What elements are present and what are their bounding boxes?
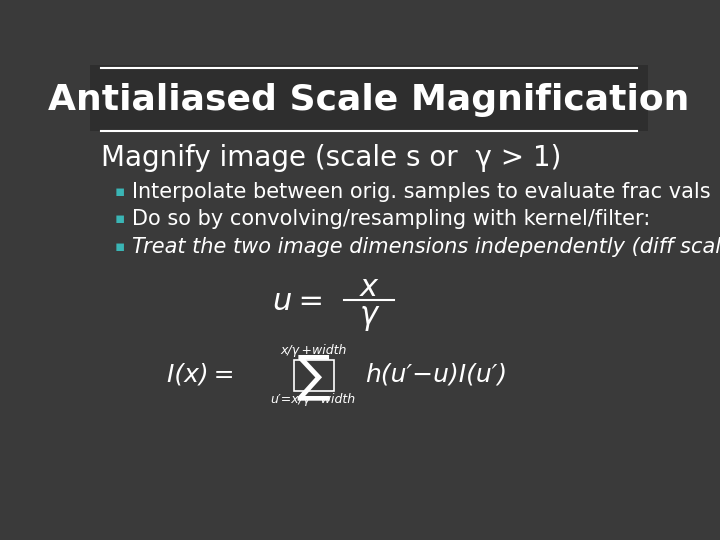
Text: Interpolate between orig. samples to evaluate frac vals: Interpolate between orig. samples to eva… [132,181,711,201]
Text: u =: u = [274,287,324,316]
Text: γ: γ [360,302,378,331]
Text: Do so by convolving/resampling with kernel/filter:: Do so by convolving/resampling with kern… [132,208,650,228]
Text: x/γ +width: x/γ +width [280,345,346,357]
FancyBboxPatch shape [90,65,648,131]
Text: ▪: ▪ [115,211,125,226]
Text: u′=x/γ−width: u′=x/γ−width [271,393,356,406]
Text: ∑: ∑ [297,353,330,401]
Text: ▪: ▪ [115,184,125,199]
Text: Magnify image (scale s or  γ > 1): Magnify image (scale s or γ > 1) [101,144,562,172]
Text: Treat the two image dimensions independently (diff scales): Treat the two image dimensions independe… [132,237,720,257]
Text: I(x) =: I(x) = [168,362,235,387]
Text: x: x [360,273,378,302]
Text: Antialiased Scale Magnification: Antialiased Scale Magnification [48,83,690,117]
Text: h(u′−u)I(u′): h(u′−u)I(u′) [365,362,507,387]
Text: ▪: ▪ [115,239,125,254]
